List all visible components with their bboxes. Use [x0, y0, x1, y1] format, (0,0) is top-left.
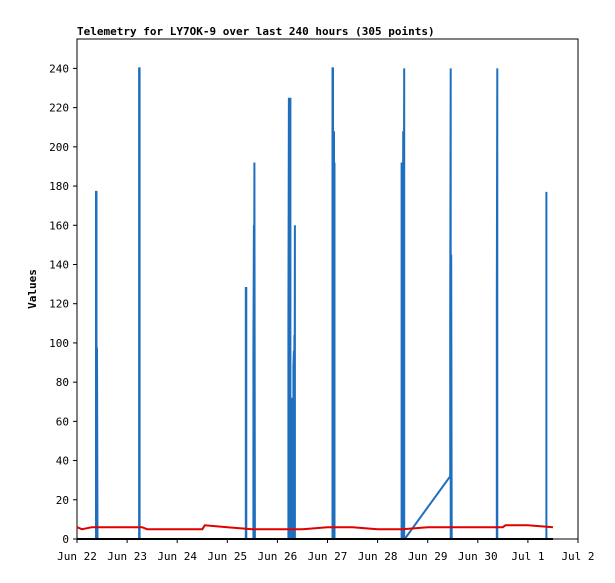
y-tick-label: 60 [56, 415, 69, 428]
y-tick-label: 120 [49, 298, 69, 311]
x-tick-label: Jun 30 [458, 550, 498, 563]
x-tick-label: Jun 26 [258, 550, 298, 563]
x-tick-label: Jun 22 [57, 550, 97, 563]
y-tick-label: 40 [56, 455, 69, 468]
plot-frame [76, 38, 579, 540]
series-line-1 [95, 67, 548, 540]
y-tick-label: 140 [49, 258, 69, 271]
y-tick-label: 200 [49, 141, 69, 154]
x-tick-label: Jul 1 [511, 550, 544, 563]
x-tick-label: Jun 27 [308, 550, 348, 563]
series-line-2 [76, 524, 554, 531]
series-lines [76, 67, 554, 540]
y-tick-label: 80 [56, 376, 69, 389]
x-axis-ticks: Jun 22 Jun 23 Jun 24 Jun 25 Jun 26 Jun 27 Jun … [57, 539, 595, 563]
y-tick-label: 220 [49, 102, 69, 115]
x-tick-label: Jun 24 [157, 550, 197, 563]
y-tick-label: 100 [49, 337, 69, 350]
y-axis-ticks: 0 20 40 60 80 100 120 140 160 180 200 220 240 [49, 62, 77, 546]
y-tick-label: 240 [49, 62, 69, 75]
chart-title: Telemetry for LY7OK-9 over last 240 hour… [77, 25, 435, 38]
x-tick-label: Jun 23 [107, 550, 147, 563]
x-tick-label: Jun 29 [408, 550, 448, 563]
y-tick-label: 0 [62, 533, 69, 546]
y-tick-label: 180 [49, 180, 69, 193]
x-tick-label: Jun 25 [207, 550, 247, 563]
plot-area-border [76, 38, 579, 540]
y-tick-label: 160 [49, 219, 69, 232]
y-axis-label: Values [26, 269, 39, 309]
x-tick-label: Jul 2 [561, 550, 594, 563]
y-tick-label: 20 [56, 494, 69, 507]
x-tick-label: Jun 28 [358, 550, 398, 563]
